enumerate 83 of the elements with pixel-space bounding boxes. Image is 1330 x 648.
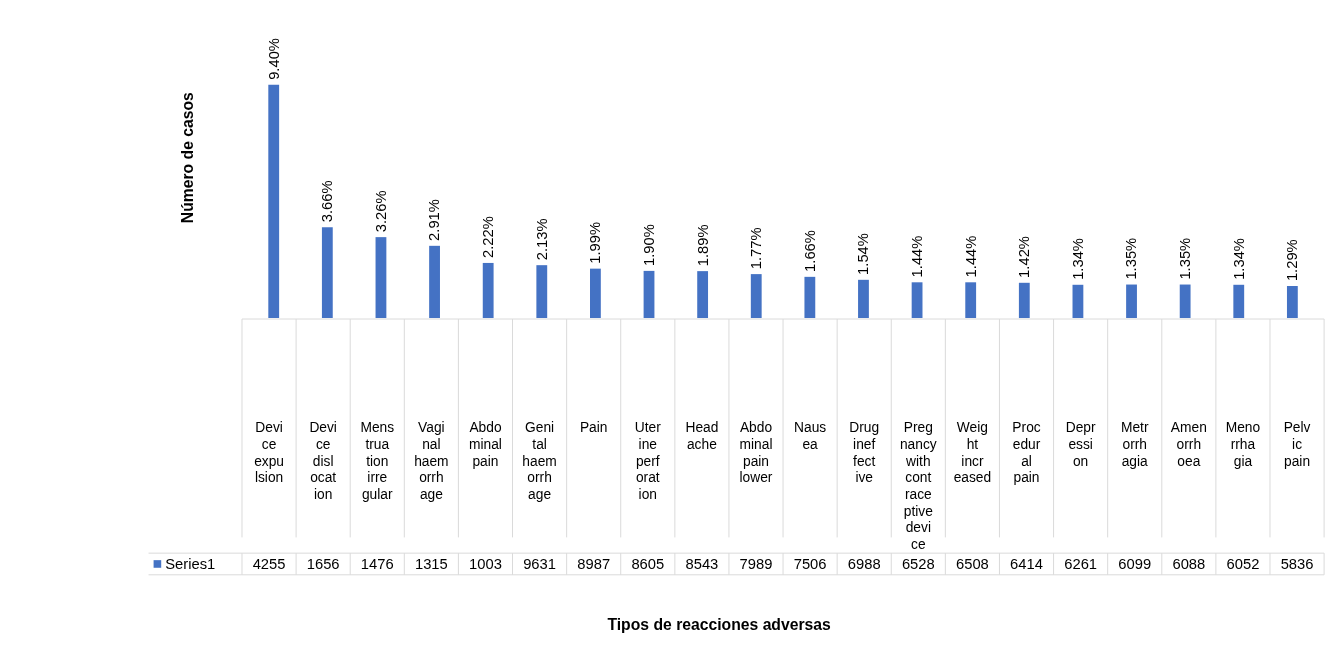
text: 4255 [252, 555, 286, 572]
bar [643, 270, 655, 319]
x-tick-label: Headache [685, 420, 719, 452]
data-label: 2.91% [426, 199, 443, 241]
x-tick-label: Menstruation irregular [360, 420, 395, 503]
text: 1476 [360, 555, 394, 572]
data-label: 3.66% [319, 180, 336, 223]
bar [1286, 286, 1298, 319]
bar [750, 274, 762, 319]
text: 7989 [739, 555, 773, 572]
text: 1315 [414, 555, 448, 572]
data-label: 1.66% [801, 230, 818, 272]
x-tick-label: Drug ineffective [849, 420, 880, 486]
text: 6528 [901, 555, 935, 572]
bar [1179, 284, 1191, 319]
data-label: 1.29% [1284, 239, 1301, 282]
x-tick-label: Depression [1065, 420, 1096, 469]
data-label: 1.99% [587, 221, 604, 264]
text: 1656 [306, 555, 340, 572]
text: 8987 [577, 555, 611, 572]
data-label: 3.26% [372, 190, 389, 233]
data-label: 1.34% [1069, 238, 1086, 280]
data-label: 1.90% [640, 224, 657, 266]
text: 6099 [1118, 555, 1152, 572]
bar [268, 84, 280, 319]
data-label: 2.13% [533, 218, 550, 261]
data-label: 1.35% [1177, 237, 1194, 280]
bar [697, 271, 709, 319]
bar [965, 282, 977, 319]
x-tick-label: Pain [579, 420, 608, 436]
text: 6052 [1226, 555, 1260, 572]
legend-label: Series1 [165, 555, 216, 572]
data-label: 1.44% [909, 235, 925, 278]
data-label: 2.22% [480, 216, 497, 259]
data-label: 1.42% [1016, 236, 1033, 278]
x-tick-label: Abdominal pain [469, 420, 502, 469]
text: 8605 [631, 555, 665, 572]
bar [321, 227, 333, 319]
data-label: 1.35% [1123, 237, 1140, 280]
text: 5836 [1280, 555, 1314, 572]
bar [375, 237, 387, 319]
text: 1003 [469, 555, 502, 572]
x-tick-label: Uterine perforation [634, 420, 662, 503]
data-label: 1.77% [748, 227, 765, 270]
text: 6414 [1010, 555, 1043, 572]
bar [482, 262, 494, 319]
x-tick-label: Procedural pain [1012, 420, 1041, 486]
x-tick-label: Device expulsion [254, 420, 284, 486]
text: 7506 [793, 555, 827, 572]
bar [589, 268, 601, 319]
text: 6261 [1064, 555, 1098, 572]
x-tick-label: Weight increased [953, 420, 992, 486]
x-axis-title: Tipos de reacciones adversas [607, 615, 832, 633]
bar [1018, 282, 1030, 319]
bar [429, 245, 440, 319]
data-label: 1.44% [962, 235, 979, 278]
text: 8543 [685, 555, 719, 572]
x-tick-label: Amenorrhoea [1170, 420, 1207, 469]
text: 6508 [956, 555, 989, 572]
data-label: 1.54% [855, 233, 872, 275]
bar [1072, 284, 1084, 319]
x-tick-label: Nausea [794, 420, 827, 452]
text: 6988 [847, 555, 881, 572]
data-label: 1.89% [694, 224, 711, 267]
x-tick-label: Pelvic pain [1283, 420, 1311, 469]
x-tick-label: Metrorrhagia [1120, 420, 1149, 469]
x-tick-label: Vaginal haemorrhage [414, 420, 449, 503]
y-axis-title: Número de casos [178, 91, 196, 224]
data-label: 9.40% [265, 38, 282, 80]
x-tick-label: Pregnancy with contraceptive device [899, 420, 937, 553]
bar [1126, 284, 1137, 319]
x-tick-label: Menorrhagia [1225, 420, 1261, 469]
bar [536, 265, 548, 319]
x-tick-label: Genital haemorrhage [522, 420, 557, 503]
bar [1233, 284, 1245, 319]
bar [911, 282, 923, 319]
text: 6088 [1172, 555, 1206, 572]
data-label: 1.34% [1230, 238, 1247, 280]
x-tick-label: Abdominal pain lower [739, 420, 773, 486]
bar [858, 279, 869, 319]
text: 9631 [523, 555, 556, 572]
bar [804, 276, 816, 319]
x-tick-label: Device dislocation [309, 420, 337, 503]
